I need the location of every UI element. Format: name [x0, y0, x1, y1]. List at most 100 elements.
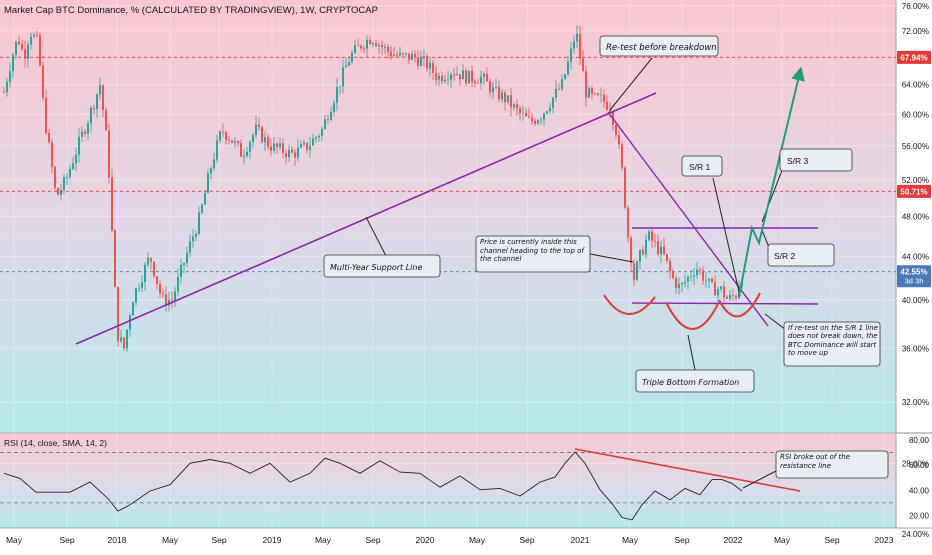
candle-body: [237, 141, 239, 144]
candle-body: [156, 276, 158, 285]
candle-body: [63, 177, 65, 190]
candle-body: [696, 269, 698, 276]
candle-body: [480, 76, 482, 84]
candle-body: [483, 73, 485, 77]
candle-body: [249, 142, 251, 152]
candle-body: [231, 140, 233, 143]
candle-body: [411, 53, 413, 60]
candle-body: [564, 74, 566, 80]
price-tick-label: 28.00%: [902, 459, 929, 468]
candle-body: [336, 87, 338, 103]
candle-body: [678, 284, 680, 289]
channel-note-text: Price is currently inside this channel h…: [480, 238, 584, 263]
candle-body: [627, 207, 629, 238]
candle-body: [567, 61, 569, 75]
candle-body: [390, 51, 392, 57]
candle-body: [96, 94, 98, 110]
candle-body: [528, 116, 530, 118]
candle-body: [438, 75, 440, 80]
time-tick-label: 2019: [263, 535, 282, 545]
candle-body: [258, 124, 260, 128]
candle-body: [621, 144, 623, 168]
candle-body: [372, 43, 374, 45]
candle-body: [498, 86, 500, 100]
time-tick-label: 2021: [571, 535, 590, 545]
candle-body: [477, 82, 479, 84]
candle-body: [222, 131, 224, 133]
candle-body: [291, 149, 293, 153]
candle-body: [594, 93, 596, 95]
sr3-box: [779, 148, 853, 172]
candle-body: [651, 231, 653, 241]
candle-body: [573, 41, 575, 49]
price-tag-label: 67.94%: [900, 53, 927, 62]
candle-body: [114, 230, 116, 287]
price-tick-label: 48.00%: [902, 212, 929, 221]
sr2-text: S/R 2: [774, 251, 796, 261]
candle-body: [537, 120, 539, 124]
candle-body: [339, 86, 341, 88]
time-tick-label: Sep: [824, 535, 839, 545]
rsi-axis-labels: 80.00 60.00 40.00 20.00: [909, 436, 930, 520]
candle-body: [639, 249, 641, 262]
candle-body: [711, 278, 713, 283]
time-axis-background: [0, 528, 932, 550]
candle-body: [51, 141, 53, 167]
candle-body: [111, 177, 113, 231]
candle-body: [84, 131, 86, 134]
candle-body: [186, 252, 188, 264]
candle-body: [18, 41, 20, 45]
candle-body: [576, 33, 578, 42]
candle-body: [201, 204, 203, 213]
candle-body: [117, 286, 119, 342]
candle-body: [3, 91, 5, 93]
triple-bottom-arc-1: [603, 294, 656, 315]
candle-body: [384, 46, 386, 48]
candle-body: [357, 45, 359, 47]
price-axis-labels: 76.00% 72.00% 64.00% 60.00% 56.00% 52.00% 48.0…: [902, 2, 929, 539]
candle-body: [294, 152, 296, 158]
candle-body: [495, 86, 497, 88]
candle-body: [441, 75, 443, 82]
candle-body: [228, 139, 230, 141]
candle-body: [321, 128, 323, 136]
candle-body: [660, 246, 662, 255]
candle-body: [552, 97, 554, 108]
candle-body: [735, 295, 737, 298]
candle-body: [27, 44, 29, 59]
descending-trendline: [607, 111, 769, 327]
candle-body: [351, 52, 353, 62]
candle-body: [132, 302, 134, 316]
candle-body: [375, 43, 377, 47]
candle-body: [396, 54, 398, 56]
candle-body: [465, 70, 467, 84]
candle-body: [297, 147, 299, 158]
candle-body: [456, 74, 458, 76]
candle-body: [609, 109, 611, 112]
candle-body: [93, 107, 95, 110]
candle-body: [729, 294, 731, 299]
time-tick-label: 2020: [416, 535, 435, 545]
if-retest-box: [783, 321, 881, 367]
candle-body: [501, 92, 503, 100]
time-tick-label: Sep: [519, 535, 534, 545]
time-tick-label: Sep: [59, 535, 74, 545]
candle-body: [282, 143, 284, 154]
candle-body: [603, 94, 605, 102]
rsi-note-text: RSI broke out of the resistance line: [780, 453, 850, 470]
candle-body: [354, 45, 356, 53]
candle-body: [30, 36, 32, 45]
candle-body: [432, 62, 434, 73]
candle-body: [423, 56, 425, 59]
rsi-title: RSI (14, close, SMA, 14, 2): [4, 438, 107, 448]
projection-arrow: [738, 66, 805, 298]
candle-body: [708, 278, 710, 281]
candle-body: [600, 94, 602, 96]
candle-body: [606, 101, 608, 110]
time-tick-label: May: [6, 535, 23, 545]
candle-body: [312, 138, 314, 146]
candle-body: [318, 135, 320, 138]
time-tick-label: May: [315, 535, 332, 545]
triple-bottom-arc-2: [665, 301, 719, 330]
candle-body: [78, 136, 80, 155]
